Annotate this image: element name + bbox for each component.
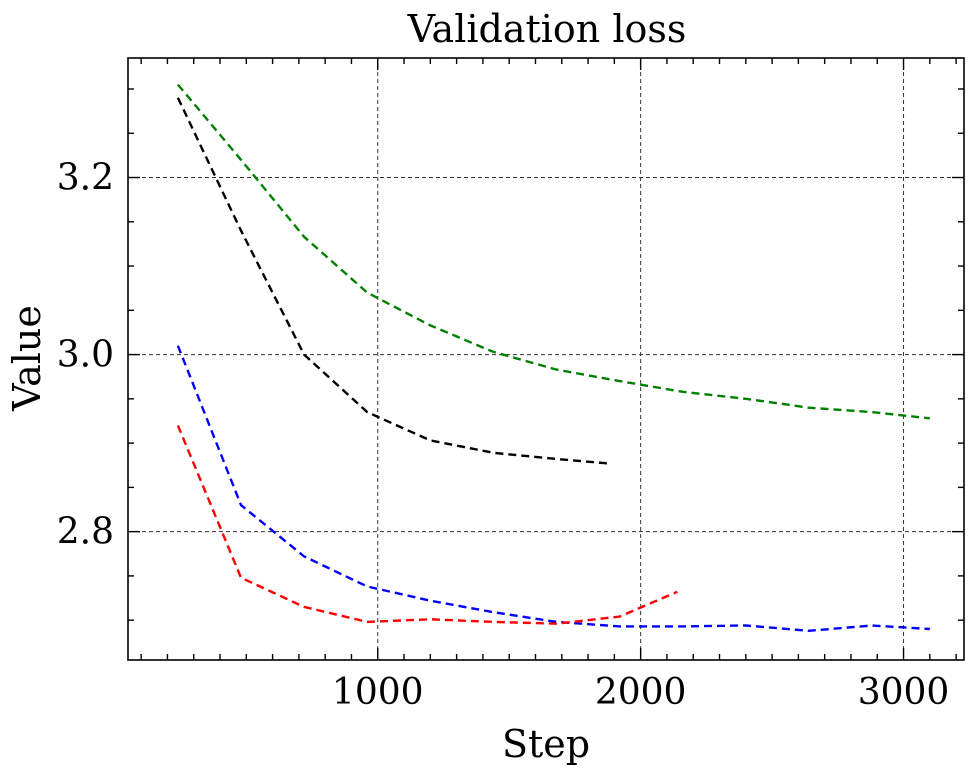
tick-labels: 1000 2000 3000 2.8 3.0 3.2 — [57, 158, 950, 713]
plot-frame — [127, 57, 965, 661]
chart-title: Validation loss — [407, 7, 687, 51]
x-tick-label: 3000 — [858, 672, 950, 713]
x-tick-label: 2000 — [595, 672, 687, 713]
y-tick-label: 2.8 — [57, 512, 114, 553]
series-line-2 — [176, 97, 610, 465]
y-axis-label: Value — [5, 305, 49, 412]
y-tick-label: 3.0 — [57, 335, 114, 376]
y-tick-label: 3.2 — [57, 158, 114, 199]
series-line-4 — [176, 424, 678, 625]
series-line-3 — [176, 345, 930, 633]
series-line-1 — [176, 83, 930, 420]
x-axis-label: Step — [502, 722, 590, 766]
series-lines — [176, 83, 930, 633]
x-tick-label: 1000 — [332, 672, 424, 713]
axis-ticks — [128, 58, 964, 660]
grid-lines — [128, 58, 964, 660]
